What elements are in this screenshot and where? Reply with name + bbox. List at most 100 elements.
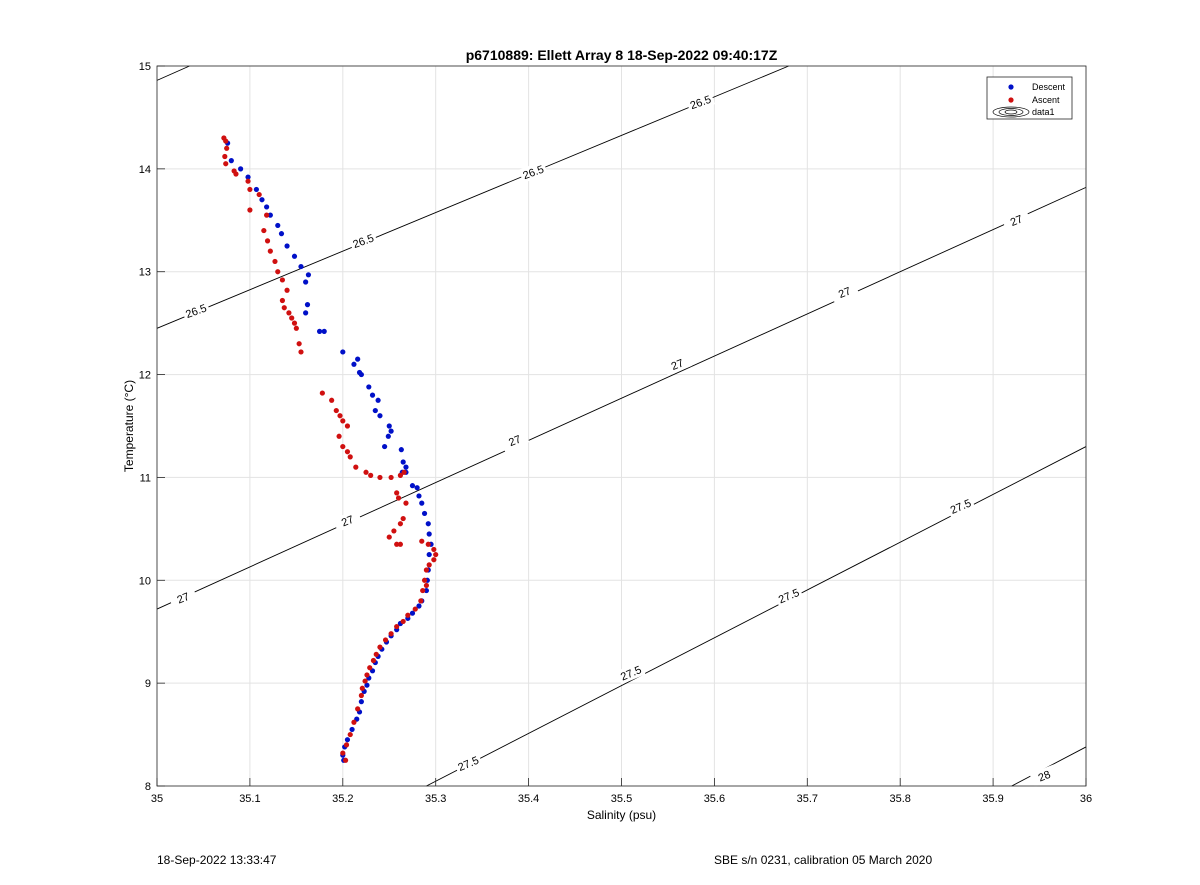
point-descent <box>238 166 244 172</box>
isopycnal-label: 27 <box>340 514 356 530</box>
isopycnal-label-bg <box>518 160 548 183</box>
y-tick-label: 10 <box>139 575 151 587</box>
point-descent <box>298 263 304 270</box>
point-ascent <box>359 685 365 691</box>
point-descent <box>305 272 312 278</box>
isopycnal-label: 27 <box>507 433 523 449</box>
point-ascent <box>233 171 239 177</box>
point-descent <box>372 407 378 414</box>
point-ascent <box>394 623 400 630</box>
point-descent <box>426 551 432 558</box>
isopycnal-label-bg <box>168 586 198 610</box>
point-ascent <box>395 495 402 501</box>
point-ascent <box>298 349 304 355</box>
isopycnal-label-bg <box>332 509 363 532</box>
point-ascent <box>264 212 270 218</box>
legend-marker-data1 <box>992 106 1030 118</box>
x-tick-label: 35.7 <box>797 793 818 805</box>
point-ascent <box>377 644 383 650</box>
data-points <box>221 135 439 763</box>
point-ascent <box>394 541 400 547</box>
point-descent <box>358 699 364 705</box>
point-ascent <box>397 472 403 478</box>
y-tick-label: 8 <box>145 781 151 793</box>
x-tick-label: 35.4 <box>518 793 539 805</box>
point-ascent <box>279 297 286 304</box>
point-descent <box>284 243 290 249</box>
isopycnal-label-bg <box>945 494 976 518</box>
point-ascent <box>264 238 271 244</box>
point-descent <box>264 204 270 210</box>
point-ascent <box>394 490 400 496</box>
point-descent <box>275 222 281 229</box>
legend-marker-descent <box>1008 84 1014 90</box>
isopycnal-line <box>426 446 1087 787</box>
point-ascent <box>368 472 374 478</box>
point-ascent <box>423 567 430 573</box>
point-descent <box>304 302 311 308</box>
x-tick-label: 35.5 <box>611 793 632 805</box>
y-tick-label: 13 <box>139 267 151 279</box>
point-descent <box>316 328 323 334</box>
y-tick-label: 9 <box>145 678 151 690</box>
footer-calibration: SBE s/n 0231, calibration 05 March 2020 <box>714 853 933 867</box>
point-descent <box>364 682 370 688</box>
point-descent <box>355 356 361 362</box>
point-descent <box>369 392 376 398</box>
point-ascent <box>224 145 230 151</box>
point-descent <box>344 737 351 743</box>
point-ascent <box>403 500 409 506</box>
point-ascent <box>340 750 346 756</box>
point-ascent <box>421 577 428 583</box>
x-tick-label: 35.1 <box>239 793 260 805</box>
point-ascent <box>400 618 406 625</box>
isopycnal-label-bg <box>685 90 716 114</box>
point-descent <box>340 349 346 355</box>
point-ascent <box>275 269 281 275</box>
point-descent <box>409 610 416 616</box>
point-descent <box>416 603 422 609</box>
point-descent <box>267 212 273 218</box>
point-ascent <box>247 207 253 213</box>
point-descent <box>400 459 406 465</box>
x-tick-label: 35.2 <box>332 793 353 805</box>
point-ascent <box>431 557 437 563</box>
point-ascent <box>423 582 430 589</box>
point-ascent <box>420 587 426 594</box>
point-descent <box>351 361 357 367</box>
isopycnal-label-bg <box>1029 764 1059 788</box>
point-ascent <box>343 742 350 748</box>
point-descent <box>385 433 391 439</box>
point-ascent <box>272 258 278 265</box>
contour-legend-ring <box>992 106 1030 118</box>
point-ascent <box>386 534 392 540</box>
point-ascent <box>364 672 370 678</box>
point-descent <box>419 500 425 506</box>
point-ascent <box>289 315 295 321</box>
point-ascent <box>245 178 251 184</box>
point-ascent <box>296 341 302 347</box>
point-descent <box>303 310 309 316</box>
isopycnal-label: 27 <box>1009 213 1025 229</box>
isopycnal-label-bg <box>348 229 378 252</box>
point-descent <box>366 384 372 390</box>
point-ascent <box>418 598 424 604</box>
point-ascent <box>397 521 403 527</box>
y-tick-label: 12 <box>139 370 151 382</box>
x-tick-label: 35.9 <box>982 793 1003 805</box>
isopycnal-label-bg <box>774 584 804 608</box>
point-descent <box>386 423 392 429</box>
isopycnal-label: 27 <box>175 591 191 607</box>
legend-box <box>986 76 1073 120</box>
point-ascent <box>433 551 439 558</box>
point-ascent <box>286 310 292 316</box>
point-ascent <box>358 692 364 699</box>
point-descent <box>228 158 234 164</box>
isopycnal-label-bg <box>499 429 530 452</box>
axis-ticks: 35 35.1 35.2 35.3 35.4 35.5 35.6 35.7 35.8 35.9 36… <box>139 61 1092 805</box>
point-ascent <box>388 474 394 481</box>
point-descent <box>245 174 251 180</box>
point-ascent <box>412 606 418 612</box>
isopycnal-label: 27 <box>670 357 686 373</box>
point-ascent <box>247 186 253 193</box>
